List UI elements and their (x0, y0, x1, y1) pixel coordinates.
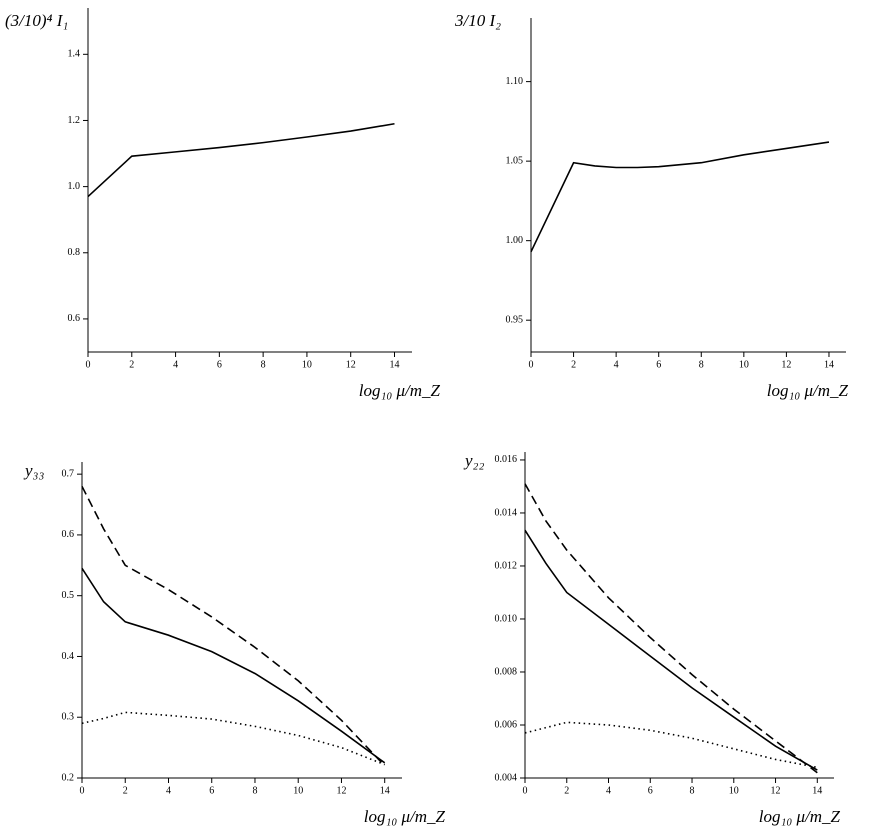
x-tick-label: 0 (529, 359, 534, 370)
y-tick-label: 0.6 (68, 313, 81, 324)
y-tick-label: 0.008 (495, 666, 518, 677)
y-tick-label: 1.4 (68, 49, 81, 60)
x-tick-label: 14 (389, 359, 399, 370)
x-tick-label: 14 (812, 785, 822, 796)
y-tick-label: 0.8 (68, 247, 81, 258)
x-tick-label: 12 (781, 359, 791, 370)
x-tick-label: 4 (173, 359, 178, 370)
x-tick-label: 4 (166, 785, 171, 796)
y-tick-label: 1.2 (68, 115, 81, 126)
y-axis-label: 3/10 I₂ (454, 11, 501, 30)
y-tick-label: 1.00 (506, 235, 524, 246)
y-tick-label: 0.3 (62, 712, 75, 723)
y-tick-label: 0.7 (62, 468, 75, 479)
data-line (524, 721, 818, 769)
y-axis-label: y₃₃ (23, 461, 44, 480)
x-tick-label: 0 (523, 785, 528, 796)
data-line (81, 567, 386, 764)
data-line (81, 485, 386, 767)
x-tick-label: 6 (217, 359, 222, 370)
data-line (81, 711, 385, 766)
y-tick-label: 0.014 (495, 507, 518, 518)
x-axis-label: log₁₀ μ/m_Z (759, 807, 841, 826)
x-tick-label: 10 (293, 785, 303, 796)
x-tick-label: 2 (564, 785, 569, 796)
x-tick-label: 14 (380, 785, 390, 796)
data-line (524, 529, 818, 771)
x-axis-label: log₁₀ μ/m_Z (767, 381, 849, 400)
y-tick-label: 1.05 (506, 155, 524, 166)
x-tick-label: 6 (656, 359, 661, 370)
x-tick-label: 12 (346, 359, 356, 370)
x-tick-label: 8 (252, 785, 257, 796)
x-tick-label: 8 (690, 785, 695, 796)
y-tick-label: 0.006 (495, 719, 518, 730)
x-tick-label: 2 (129, 359, 134, 370)
x-tick-label: 0 (86, 359, 91, 370)
y-tick-label: 0.004 (495, 772, 518, 783)
y-axis-label: (3/10)⁴ I₁ (5, 11, 68, 30)
data-line (530, 141, 830, 253)
x-axis-label: log₁₀ μ/m_Z (364, 807, 446, 826)
y-tick-label: 0.010 (495, 613, 518, 624)
x-axis-label: log₁₀ μ/m_Z (359, 381, 441, 400)
x-tick-label: 8 (699, 359, 704, 370)
x-tick-label: 14 (824, 359, 834, 370)
x-tick-label: 4 (606, 785, 611, 796)
data-line (87, 122, 395, 198)
x-tick-label: 2 (123, 785, 128, 796)
x-tick-label: 10 (729, 785, 739, 796)
x-tick-label: 10 (739, 359, 749, 370)
x-tick-label: 8 (261, 359, 266, 370)
x-tick-label: 6 (648, 785, 653, 796)
y-tick-label: 0.6 (62, 529, 75, 540)
x-tick-label: 4 (614, 359, 619, 370)
y-tick-label: 1.10 (506, 76, 524, 87)
y-tick-label: 0.95 (506, 314, 524, 325)
x-tick-label: 12 (771, 785, 781, 796)
y-tick-label: 0.2 (62, 772, 75, 783)
x-tick-label: 12 (336, 785, 346, 796)
data-line (524, 483, 818, 774)
y-tick-label: 1.0 (68, 181, 81, 192)
x-tick-label: 0 (80, 785, 85, 796)
y-tick-label: 0.4 (62, 651, 75, 662)
y-tick-label: 0.012 (495, 560, 518, 571)
y-tick-label: 0.5 (62, 590, 75, 601)
x-tick-label: 6 (209, 785, 214, 796)
x-tick-label: 10 (302, 359, 312, 370)
y-axis-label: y₂₂ (463, 451, 484, 470)
x-tick-label: 2 (571, 359, 576, 370)
y-tick-label: 0.016 (495, 454, 518, 465)
